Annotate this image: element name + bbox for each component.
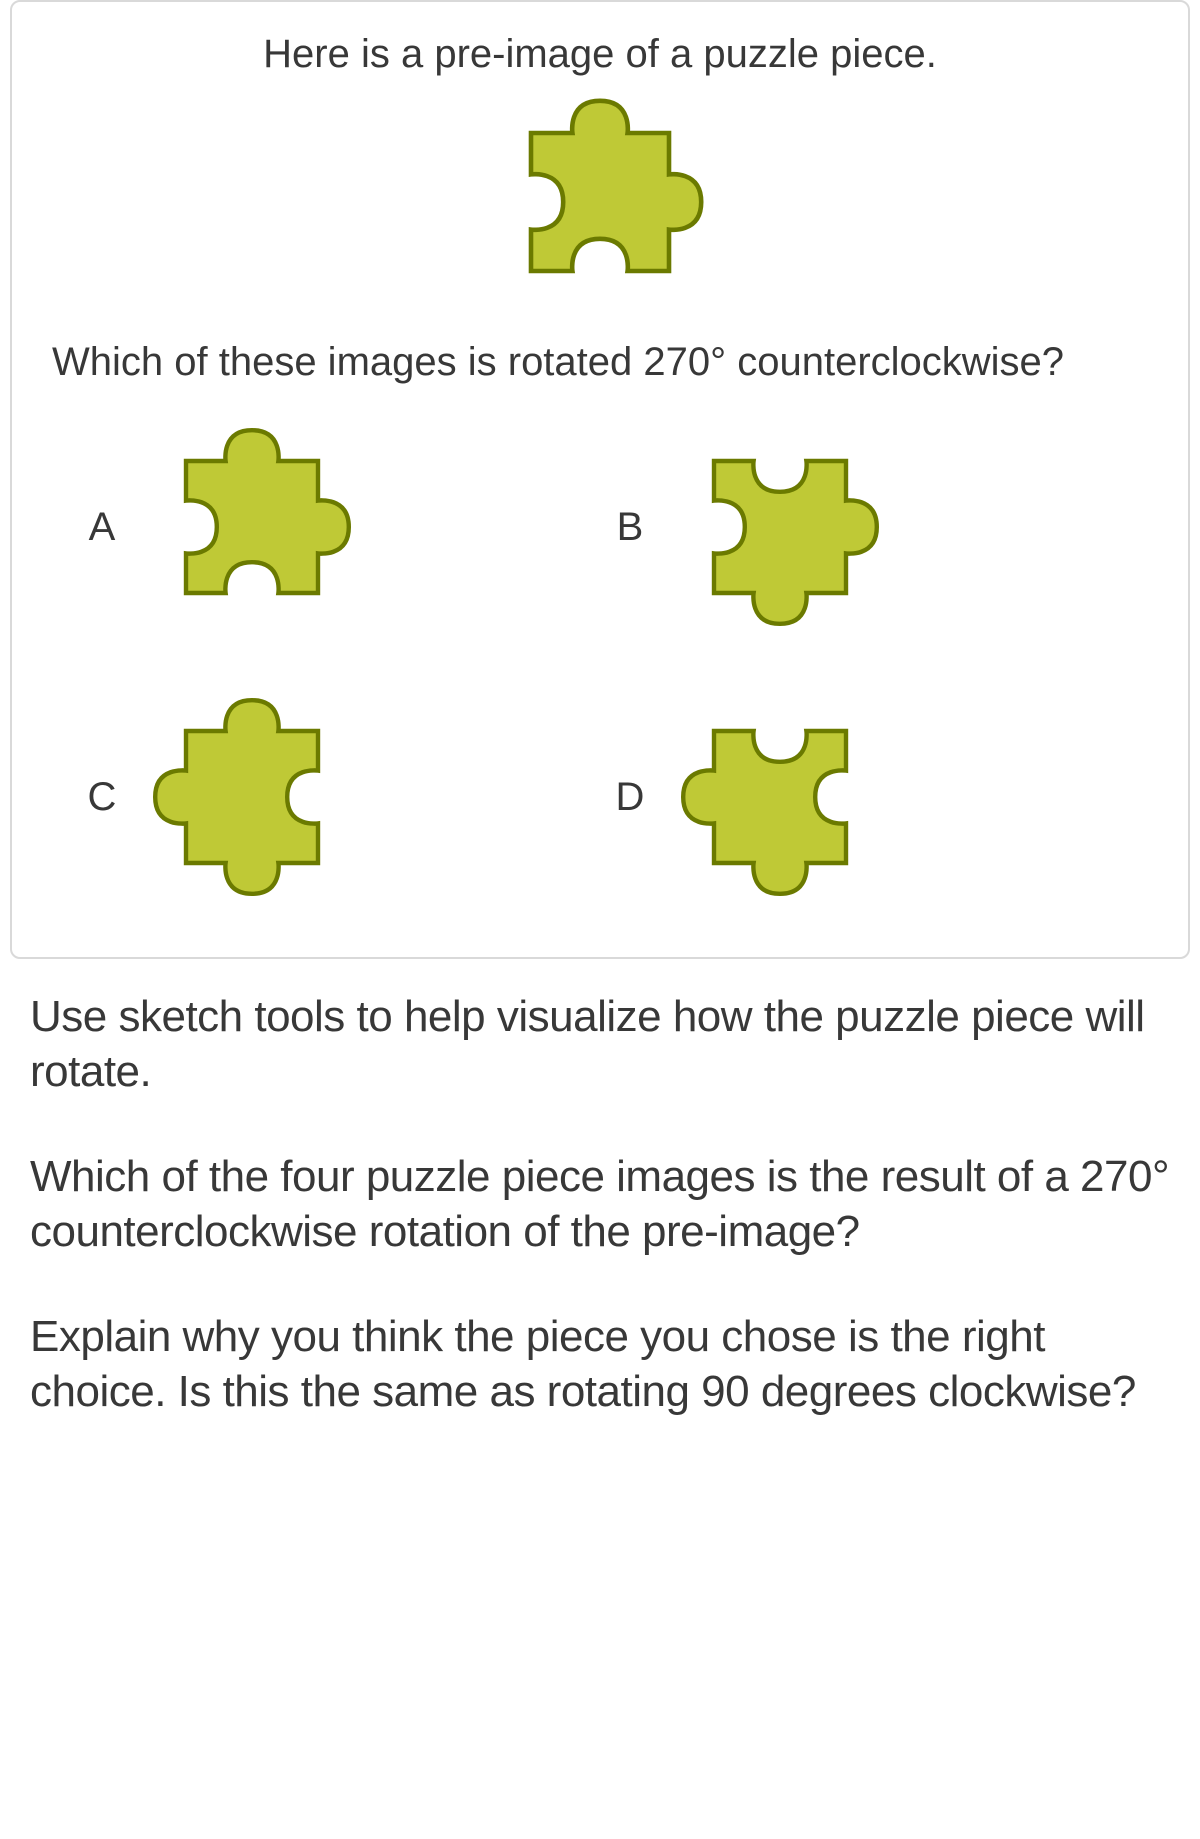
option-b[interactable]: B — [610, 417, 1118, 637]
instructions-block: Use sketch tools to help visualize how t… — [10, 959, 1190, 1429]
preimage-wrap — [42, 87, 1158, 317]
option-b-label: B — [610, 505, 650, 550]
option-d[interactable]: D — [610, 687, 1118, 907]
option-c[interactable]: C — [82, 687, 590, 907]
option-d-puzzle — [670, 687, 890, 907]
instruction-p1: Use sketch tools to help visualize how t… — [30, 989, 1170, 1099]
options-grid: A B C D — [82, 417, 1118, 907]
option-b-puzzle — [670, 417, 890, 637]
option-a-label: A — [82, 505, 122, 550]
instruction-p2: Which of the four puzzle piece images is… — [30, 1149, 1170, 1259]
option-c-puzzle — [142, 687, 362, 907]
intro-text: Here is a pre-image of a puzzle piece. — [42, 32, 1158, 77]
question-card: Here is a pre-image of a puzzle piece. W… — [10, 0, 1190, 959]
option-d-label: D — [610, 775, 650, 820]
option-c-label: C — [82, 775, 122, 820]
question-text: Which of these images is rotated 270° co… — [52, 337, 1128, 387]
option-a-puzzle — [142, 417, 362, 637]
option-a[interactable]: A — [82, 417, 590, 637]
preimage-puzzle — [485, 87, 715, 317]
instruction-p3: Explain why you think the piece you chos… — [30, 1309, 1170, 1419]
